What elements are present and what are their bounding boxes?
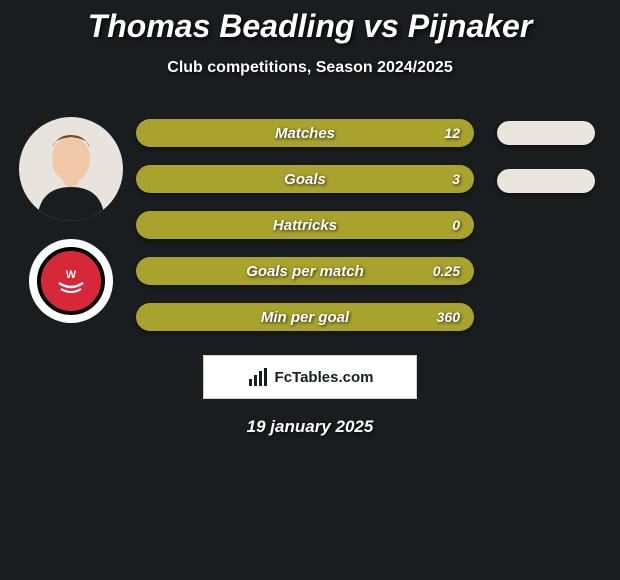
stat-value: 3 <box>452 171 460 187</box>
stat-bar-min-per-goal: Min per goal 360 <box>136 303 474 331</box>
stat-value: 12 <box>444 125 460 141</box>
left-column: W <box>6 105 136 323</box>
stat-label: Goals per match <box>136 263 474 280</box>
subtitle: Club competitions, Season 2024/2025 <box>0 59 620 77</box>
stat-bar-goals: Goals 3 <box>136 165 474 193</box>
right-column <box>484 105 614 193</box>
stat-bar-hattricks: Hattricks 0 <box>136 211 474 239</box>
svg-text:W: W <box>66 269 77 281</box>
date-label: 19 january 2025 <box>0 417 620 437</box>
brand-label: FcTables.com <box>275 369 374 386</box>
comparison-card: Thomas Beadling vs Pijnaker Club competi… <box>0 0 620 437</box>
opponent-pill <box>497 121 595 145</box>
chart-icon <box>247 366 269 388</box>
stat-label: Hattricks <box>136 217 474 234</box>
avatar-silhouette-icon <box>27 129 115 221</box>
main-row: W Matches 12 Goals 3 Hattricks 0 <box>0 105 620 331</box>
brand-box[interactable]: FcTables.com <box>203 355 417 399</box>
stat-bar-matches: Matches 12 <box>136 119 474 147</box>
stat-value: 0.25 <box>433 263 460 279</box>
stat-bars: Matches 12 Goals 3 Hattricks 0 Goals per… <box>136 105 484 331</box>
badge-inner: W <box>37 247 105 315</box>
opponent-pill <box>497 169 595 193</box>
page-title: Thomas Beadling vs Pijnaker <box>0 8 620 45</box>
stat-label: Goals <box>136 171 474 188</box>
club-logo-icon: W <box>51 261 91 301</box>
stat-label: Min per goal <box>136 309 474 326</box>
stat-label: Matches <box>136 125 474 142</box>
player-avatar <box>19 117 123 221</box>
club-badge: W <box>29 239 113 323</box>
stat-value: 0 <box>452 217 460 233</box>
stat-bar-goals-per-match: Goals per match 0.25 <box>136 257 474 285</box>
stat-value: 360 <box>437 309 460 325</box>
